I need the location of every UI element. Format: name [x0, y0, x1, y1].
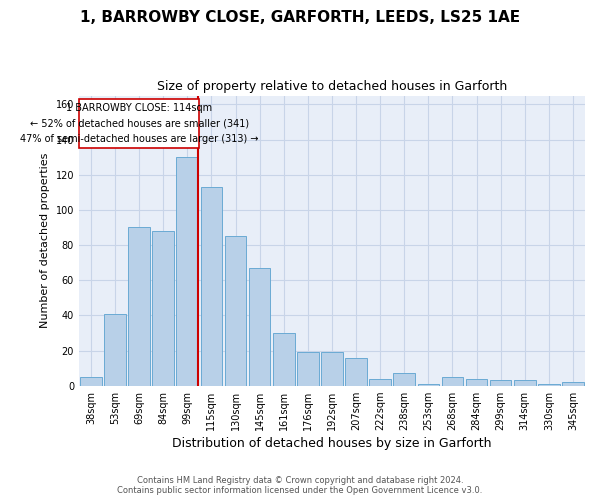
Bar — [297, 352, 319, 386]
Bar — [80, 377, 102, 386]
Bar — [538, 384, 560, 386]
Bar — [514, 380, 536, 386]
Bar — [442, 377, 463, 386]
Text: Contains HM Land Registry data © Crown copyright and database right 2024.
Contai: Contains HM Land Registry data © Crown c… — [118, 476, 482, 495]
Bar — [249, 268, 271, 386]
Bar — [321, 352, 343, 386]
Bar — [104, 314, 126, 386]
Bar — [128, 228, 150, 386]
Bar — [273, 333, 295, 386]
Bar — [466, 378, 487, 386]
Bar — [490, 380, 511, 386]
Bar — [152, 231, 174, 386]
Y-axis label: Number of detached properties: Number of detached properties — [40, 153, 50, 328]
Bar — [176, 157, 198, 386]
Text: 1 BARROWBY CLOSE: 114sqm: 1 BARROWBY CLOSE: 114sqm — [66, 102, 212, 113]
X-axis label: Distribution of detached houses by size in Garforth: Distribution of detached houses by size … — [172, 437, 491, 450]
FancyBboxPatch shape — [79, 99, 199, 148]
Bar — [224, 236, 247, 386]
Title: Size of property relative to detached houses in Garforth: Size of property relative to detached ho… — [157, 80, 507, 93]
Bar — [394, 374, 415, 386]
Text: 47% of semi-detached houses are larger (313) →: 47% of semi-detached houses are larger (… — [20, 134, 259, 144]
Bar — [345, 358, 367, 386]
Text: ← 52% of detached houses are smaller (341): ← 52% of detached houses are smaller (34… — [29, 118, 249, 128]
Bar — [370, 378, 391, 386]
Text: 1, BARROWBY CLOSE, GARFORTH, LEEDS, LS25 1AE: 1, BARROWBY CLOSE, GARFORTH, LEEDS, LS25… — [80, 10, 520, 25]
Bar — [418, 384, 439, 386]
Bar — [562, 382, 584, 386]
Bar — [200, 187, 222, 386]
